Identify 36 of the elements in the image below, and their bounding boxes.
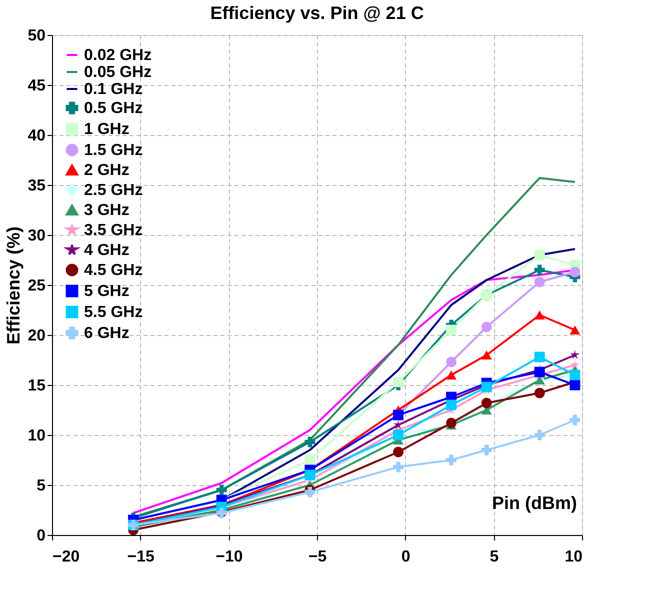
legend-label: 4 GHz [84,242,130,259]
x-tick-label: 0 [401,548,410,566]
legend-label: 0.02 GHz [84,47,152,64]
x-axis-title: Pin (dBm) [492,493,577,513]
x-tick-label: −20 [52,548,80,566]
y-tick-label: 45 [28,78,46,94]
x-tick-label: 10 [564,548,583,566]
y-tick-label: 15 [28,378,46,394]
legend-label: 0.05 GHz [84,64,152,81]
y-tick-label: 50 [28,28,46,44]
legend-label: 6 GHz [84,325,130,342]
legend-label: 5.5 GHz [84,304,143,321]
legend-label: 3 GHz [84,202,130,219]
x-tick-label: 5 [490,548,499,566]
chart-title: Efficiency vs. Pin @ 21 C [210,3,424,23]
y-tick-label: 5 [36,478,46,494]
legend-label: 2 GHz [84,162,130,179]
legend-label: 1.5 GHz [84,142,143,159]
y-axis-title: Efficiency (%) [4,226,24,345]
y-tick-label: 25 [28,278,46,294]
y-tick-label: 10 [28,428,46,444]
legend-label: 5 GHz [84,283,130,300]
legend-label: 0.1 GHz [84,81,143,98]
x-tick-label: −15 [127,548,155,566]
y-tick-label: 20 [28,328,46,344]
legend-label: 2.5 GHz [84,182,143,199]
legend-label: 1 GHz [84,121,130,138]
y-tick-label: 40 [28,128,46,144]
y-tick-label: 30 [28,228,46,244]
legend-label: 4.5 GHz [84,262,143,279]
y-tick-label: 35 [28,178,46,194]
y-tick-label: 0 [36,528,46,544]
x-tick-label: −5 [308,548,327,566]
legend-label: 3.5 GHz [84,222,143,239]
legend-label: 0.5 GHz [84,100,143,117]
x-tick-label: −10 [216,548,243,566]
